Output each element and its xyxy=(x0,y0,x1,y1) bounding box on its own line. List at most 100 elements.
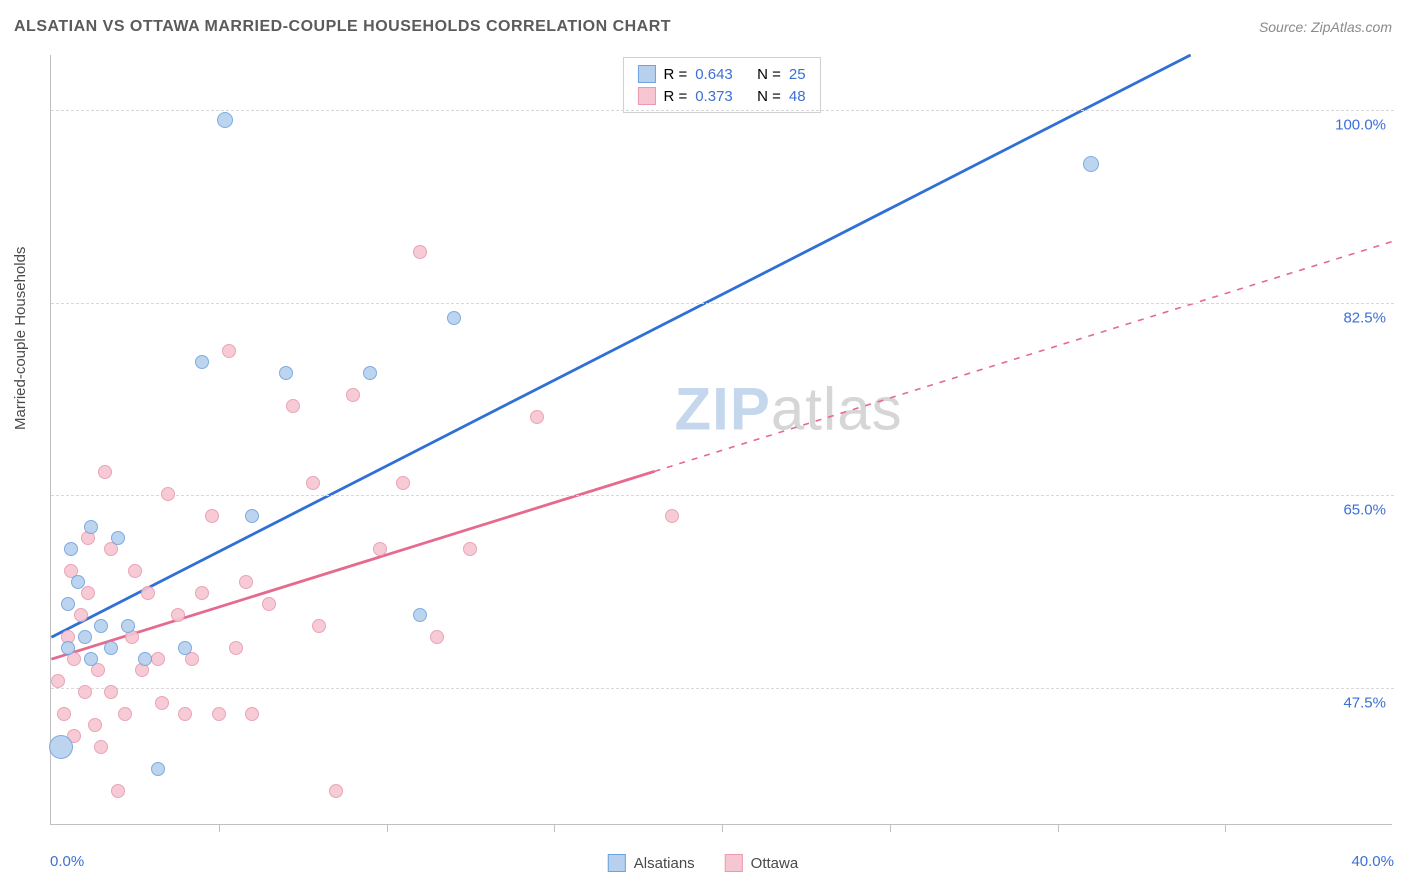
data-point-ottawa xyxy=(57,707,71,721)
data-point-ottawa xyxy=(104,685,118,699)
x-tick xyxy=(1058,824,1059,832)
r-label: R = xyxy=(663,88,687,105)
data-point-ottawa xyxy=(245,707,259,721)
data-point-ottawa xyxy=(463,542,477,556)
gridline xyxy=(51,110,1394,111)
data-point-ottawa xyxy=(346,388,360,402)
data-point-alsatians xyxy=(64,542,78,556)
data-point-alsatians xyxy=(195,355,209,369)
x-axis-max-label: 40.0% xyxy=(1351,853,1394,870)
data-point-alsatians xyxy=(138,652,152,666)
watermark-atlas: atlas xyxy=(771,375,903,442)
data-point-alsatians xyxy=(178,641,192,655)
data-point-ottawa xyxy=(312,619,326,633)
data-point-ottawa xyxy=(74,608,88,622)
correlation-row-b: R = 0.373 N = 48 xyxy=(637,85,805,107)
data-point-ottawa xyxy=(373,542,387,556)
x-tick xyxy=(219,824,220,832)
data-point-ottawa xyxy=(413,245,427,259)
data-point-ottawa xyxy=(94,740,108,754)
x-tick xyxy=(1225,824,1226,832)
swatch-alsatians xyxy=(637,65,655,83)
swatch-alsatians xyxy=(608,854,626,872)
legend-item-alsatians: Alsatians xyxy=(608,854,695,872)
r-value-b: 0.373 xyxy=(695,88,733,105)
n-label: N = xyxy=(757,88,781,105)
n-value-b: 48 xyxy=(789,88,806,105)
data-point-ottawa xyxy=(212,707,226,721)
data-point-ottawa xyxy=(178,707,192,721)
data-point-ottawa xyxy=(396,476,410,490)
n-value-a: 25 xyxy=(789,66,806,83)
y-axis-title: Married-couple Households xyxy=(12,247,29,430)
data-point-ottawa xyxy=(128,564,142,578)
data-point-alsatians xyxy=(151,762,165,776)
data-point-alsatians xyxy=(279,366,293,380)
data-point-alsatians xyxy=(84,652,98,666)
correlation-row-a: R = 0.643 N = 25 xyxy=(637,63,805,85)
gridline xyxy=(51,303,1394,304)
data-point-alsatians xyxy=(413,608,427,622)
swatch-ottawa xyxy=(725,854,743,872)
legend-item-ottawa: Ottawa xyxy=(725,854,799,872)
data-point-ottawa xyxy=(329,784,343,798)
data-point-ottawa xyxy=(78,685,92,699)
x-tick xyxy=(722,824,723,832)
data-point-ottawa xyxy=(118,707,132,721)
watermark: ZIPatlas xyxy=(675,374,903,443)
r-value-a: 0.643 xyxy=(695,66,733,83)
data-point-alsatians xyxy=(84,520,98,534)
data-point-ottawa xyxy=(161,487,175,501)
y-tick-label: 47.5% xyxy=(1343,694,1386,711)
r-label: R = xyxy=(663,66,687,83)
gridline xyxy=(51,688,1394,689)
y-tick-label: 82.5% xyxy=(1343,309,1386,326)
data-point-alsatians xyxy=(447,311,461,325)
data-point-alsatians xyxy=(121,619,135,633)
data-point-alsatians xyxy=(363,366,377,380)
data-point-ottawa xyxy=(205,509,219,523)
data-point-alsatians xyxy=(217,112,233,128)
data-point-alsatians xyxy=(94,619,108,633)
chart-plot-area: ZIPatlas R = 0.643 N = 25 R = 0.373 N = … xyxy=(50,55,1392,825)
data-point-alsatians xyxy=(245,509,259,523)
data-point-ottawa xyxy=(229,641,243,655)
data-point-alsatians xyxy=(61,641,75,655)
data-point-alsatians xyxy=(49,735,73,759)
data-point-alsatians xyxy=(111,531,125,545)
y-tick-label: 65.0% xyxy=(1343,502,1386,519)
x-tick xyxy=(890,824,891,832)
n-label: N = xyxy=(757,66,781,83)
data-point-ottawa xyxy=(155,696,169,710)
watermark-zip: ZIP xyxy=(675,375,771,442)
correlation-legend: R = 0.643 N = 25 R = 0.373 N = 48 xyxy=(622,57,820,113)
data-point-ottawa xyxy=(98,465,112,479)
data-point-ottawa xyxy=(171,608,185,622)
data-point-ottawa xyxy=(88,718,102,732)
data-point-ottawa xyxy=(665,509,679,523)
data-point-alsatians xyxy=(71,575,85,589)
data-point-ottawa xyxy=(306,476,320,490)
x-tick xyxy=(554,824,555,832)
y-tick-label: 100.0% xyxy=(1335,117,1386,134)
data-point-ottawa xyxy=(530,410,544,424)
data-point-ottawa xyxy=(195,586,209,600)
legend-label-b: Ottawa xyxy=(751,855,799,872)
legend-label-a: Alsatians xyxy=(634,855,695,872)
data-point-ottawa xyxy=(141,586,155,600)
data-point-alsatians xyxy=(78,630,92,644)
data-point-ottawa xyxy=(111,784,125,798)
data-point-ottawa xyxy=(286,399,300,413)
source-attribution: Source: ZipAtlas.com xyxy=(1259,19,1392,35)
chart-title: ALSATIAN VS OTTAWA MARRIED-COUPLE HOUSEH… xyxy=(14,18,671,36)
data-point-ottawa xyxy=(51,674,65,688)
data-point-alsatians xyxy=(61,597,75,611)
data-point-ottawa xyxy=(239,575,253,589)
series-legend: Alsatians Ottawa xyxy=(608,854,798,872)
trend-line-extrapolated xyxy=(654,242,1391,472)
data-point-alsatians xyxy=(104,641,118,655)
x-tick xyxy=(387,824,388,832)
data-point-ottawa xyxy=(430,630,444,644)
data-point-alsatians xyxy=(1083,156,1099,172)
gridline xyxy=(51,495,1394,496)
